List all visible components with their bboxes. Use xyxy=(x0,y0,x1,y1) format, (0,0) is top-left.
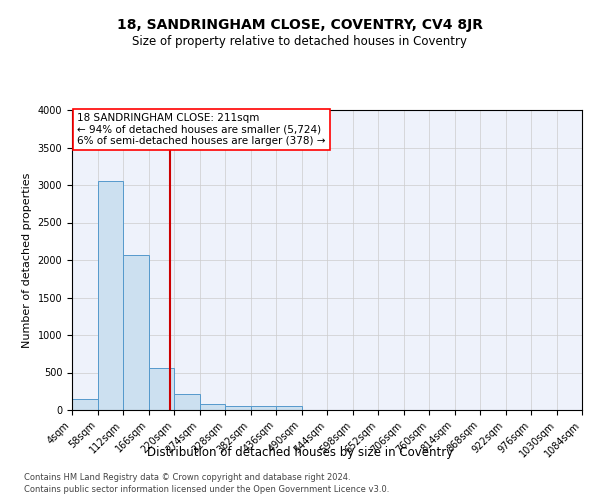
Text: 18, SANDRINGHAM CLOSE, COVENTRY, CV4 8JR: 18, SANDRINGHAM CLOSE, COVENTRY, CV4 8JR xyxy=(117,18,483,32)
Text: Contains HM Land Registry data © Crown copyright and database right 2024.: Contains HM Land Registry data © Crown c… xyxy=(24,472,350,482)
Bar xyxy=(225,406,251,410)
Text: Contains public sector information licensed under the Open Government Licence v3: Contains public sector information licen… xyxy=(24,485,389,494)
Text: 18 SANDRINGHAM CLOSE: 211sqm
← 94% of detached houses are smaller (5,724)
6% of : 18 SANDRINGHAM CLOSE: 211sqm ← 94% of de… xyxy=(77,113,326,146)
Bar xyxy=(200,404,225,410)
Y-axis label: Number of detached properties: Number of detached properties xyxy=(22,172,32,348)
Bar xyxy=(97,181,123,410)
Text: Distribution of detached houses by size in Coventry: Distribution of detached houses by size … xyxy=(147,446,453,459)
Text: Size of property relative to detached houses in Coventry: Size of property relative to detached ho… xyxy=(133,35,467,48)
Bar xyxy=(174,394,199,410)
Bar xyxy=(123,255,149,410)
Bar xyxy=(72,399,97,410)
Bar xyxy=(276,406,302,410)
Bar xyxy=(251,406,276,410)
Bar xyxy=(149,368,174,410)
